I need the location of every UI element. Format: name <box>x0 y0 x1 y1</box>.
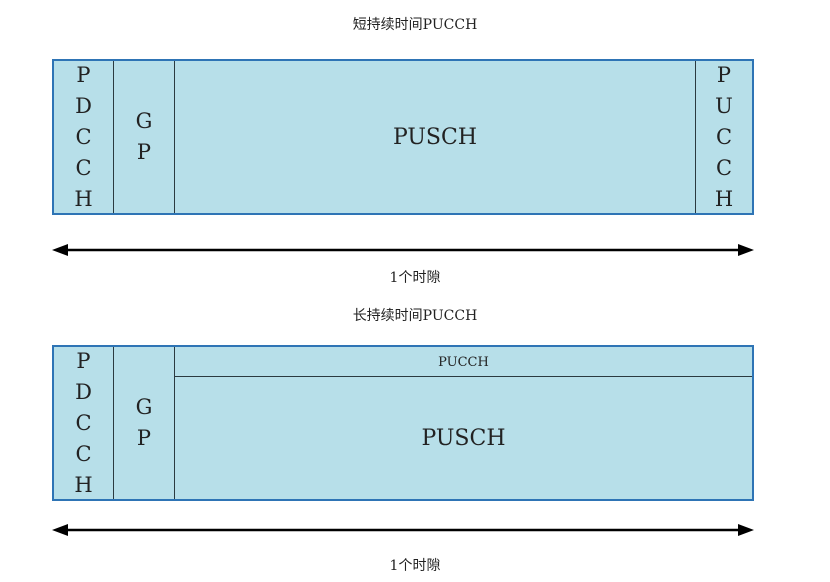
pusch-label: PUSCH <box>392 124 478 150</box>
pusch-region: PUSCH <box>175 378 752 499</box>
slot-span-arrow <box>52 524 754 536</box>
diagram2-title: 长持续时间PUCCH <box>352 308 478 324</box>
letter: H <box>714 186 734 211</box>
slot-span-arrow <box>52 244 754 256</box>
letter: D <box>75 93 92 118</box>
pusch-label: PUSCH <box>421 426 506 451</box>
letter: G <box>135 109 153 133</box>
arrow-head-right <box>738 244 754 256</box>
gp-label: G P <box>114 61 174 213</box>
pdcch-label: P D C C H <box>54 347 113 499</box>
letter: P <box>716 62 732 87</box>
diagram2-span-label: 1个时隙 <box>389 558 441 574</box>
gp-label: G P <box>114 347 174 499</box>
diagram1-span-label: 1个时隙 <box>389 270 441 286</box>
arrow-head-right <box>738 524 754 536</box>
short-pucch-slot-frame: P D C C H G P PUSCH P U C C H <box>52 59 754 215</box>
pucch-label: PUCCH <box>438 354 489 370</box>
letter: C <box>715 124 733 149</box>
gp-region: G P <box>114 347 175 499</box>
long-pucch-slot-frame: P D C C H G P PUCCH PUSCH <box>52 345 754 501</box>
arrow-head-left <box>52 244 68 256</box>
letter: P <box>76 348 91 373</box>
pucch-band: PUCCH <box>175 347 752 377</box>
letter: P <box>136 426 152 450</box>
diagram1-title: 短持续时间PUCCH <box>352 17 478 33</box>
letter: C <box>75 410 92 435</box>
arrow-head-left <box>52 524 68 536</box>
pucch-region: P U C C H <box>695 61 752 213</box>
pucch-label: P U C C H <box>696 61 752 213</box>
letter: D <box>75 379 92 404</box>
letter: C <box>75 124 92 149</box>
gp-region: G P <box>114 61 175 213</box>
letter: C <box>715 155 733 180</box>
letter: G <box>135 395 153 419</box>
pdcch-region: P D C C H <box>54 347 114 499</box>
pdcch-region: P D C C H <box>54 61 114 213</box>
letter: U <box>715 93 733 118</box>
pusch-region: PUSCH <box>175 61 695 213</box>
letter: C <box>75 155 92 180</box>
letter: P <box>136 140 152 164</box>
letter: H <box>74 472 93 497</box>
letter: H <box>74 186 93 211</box>
pdcch-label: P D C C H <box>54 61 113 213</box>
letter: P <box>76 62 91 87</box>
letter: C <box>75 441 92 466</box>
